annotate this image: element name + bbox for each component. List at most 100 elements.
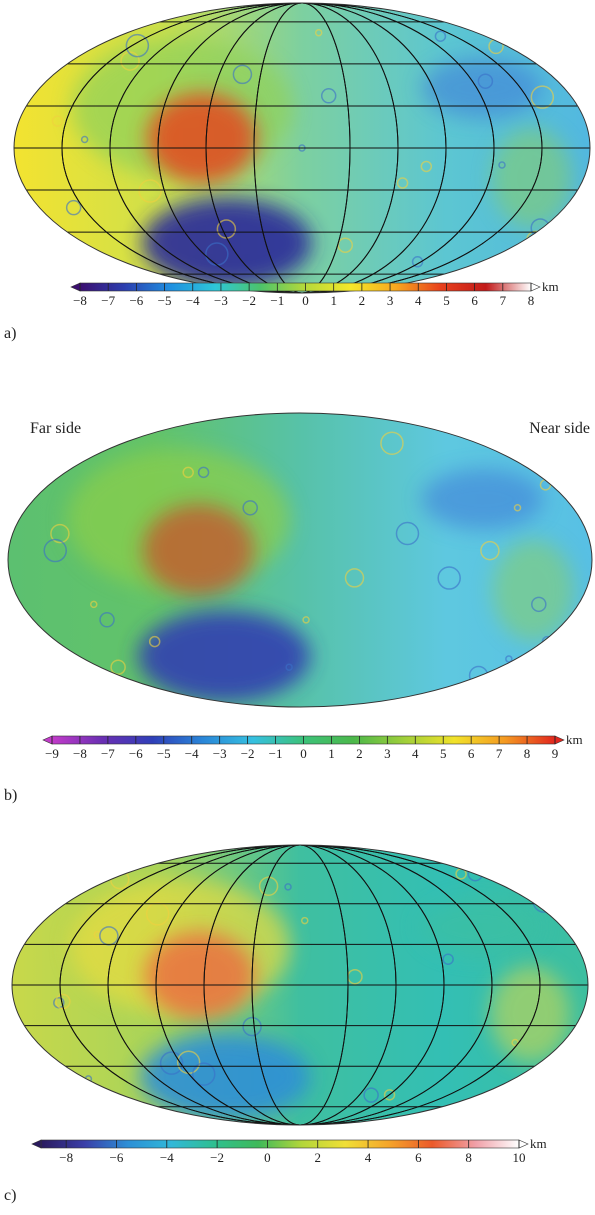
crater xyxy=(525,448,542,465)
colorbar-unit: km xyxy=(530,1136,547,1151)
crater xyxy=(192,1062,216,1086)
moon-map xyxy=(8,413,592,707)
crater xyxy=(511,1038,519,1047)
crater xyxy=(533,27,557,51)
crater xyxy=(159,1051,184,1075)
map-outline xyxy=(7,412,593,708)
tick-label: 2 xyxy=(314,1150,321,1165)
crater xyxy=(99,612,115,628)
crater xyxy=(380,431,404,455)
terrain xyxy=(137,610,311,702)
tick-label: 0 xyxy=(300,746,307,761)
crater xyxy=(125,33,150,58)
terrain xyxy=(490,965,570,1063)
tick-label: −4 xyxy=(185,746,199,761)
crater xyxy=(480,540,500,561)
tick-label: 5 xyxy=(440,746,447,761)
tick-label: −3 xyxy=(213,746,227,761)
tick-label: −7 xyxy=(101,293,115,308)
tick-label: 1 xyxy=(330,293,337,308)
tick-label: −6 xyxy=(129,746,143,761)
crater xyxy=(138,179,162,203)
crater xyxy=(50,523,70,544)
crater xyxy=(300,916,309,925)
tick-label: −8 xyxy=(59,1150,73,1165)
crater xyxy=(110,659,126,675)
crater xyxy=(530,85,555,109)
terrain xyxy=(420,898,540,957)
tick-label: 8 xyxy=(524,746,531,761)
tick-label: −2 xyxy=(241,746,255,761)
tick-label: 0 xyxy=(302,293,309,308)
crater xyxy=(81,452,89,461)
panel-label: c) xyxy=(4,1187,16,1204)
crater xyxy=(242,500,258,516)
tick-label: 10 xyxy=(513,1150,526,1165)
crater xyxy=(145,902,170,926)
tick-label: −8 xyxy=(73,293,87,308)
crater xyxy=(50,871,63,883)
crater xyxy=(518,1083,527,1091)
side-label: Near side xyxy=(529,420,590,437)
tick-label: 4 xyxy=(415,293,422,308)
tick-label: −5 xyxy=(157,746,171,761)
terrain xyxy=(140,1033,310,1121)
crater xyxy=(258,876,279,896)
tick-label: −6 xyxy=(110,1150,124,1165)
tick-label: 6 xyxy=(415,1150,422,1165)
crater xyxy=(90,600,98,609)
terrain xyxy=(145,931,255,1019)
tick-label: 3 xyxy=(384,746,391,761)
tick-label: −4 xyxy=(186,293,200,308)
tick-label: 2 xyxy=(359,293,366,308)
colorbar-unit: km xyxy=(542,279,559,294)
panel-label: b) xyxy=(4,787,17,804)
tick-label: 5 xyxy=(443,293,450,308)
colorbar-arrow-high xyxy=(518,1139,529,1149)
crater xyxy=(344,568,365,588)
crater xyxy=(420,160,433,173)
colorbar-arrow-low xyxy=(70,282,81,292)
crater xyxy=(285,663,293,671)
tick-label: −9 xyxy=(45,746,59,761)
crater xyxy=(59,1089,76,1105)
tick-label: 4 xyxy=(412,746,419,761)
tick-label: −1 xyxy=(270,293,284,308)
colorbar xyxy=(40,1139,520,1149)
tick-label: 6 xyxy=(471,293,478,308)
tick-label: 8 xyxy=(528,293,535,308)
moon-map xyxy=(14,3,590,293)
panel-label: a) xyxy=(4,325,16,342)
tick-label: 3 xyxy=(387,293,394,308)
crater xyxy=(498,161,506,169)
crater xyxy=(43,538,67,563)
tick-label: 2 xyxy=(356,746,363,761)
colorbar-arrow-high xyxy=(530,282,541,292)
tick-label: −6 xyxy=(129,293,143,308)
crater xyxy=(383,1089,396,1101)
crater xyxy=(437,566,461,590)
tick-label: −8 xyxy=(73,746,87,761)
tick-label: 9 xyxy=(552,746,559,761)
crater xyxy=(532,889,556,913)
terrain xyxy=(142,198,312,288)
crater xyxy=(507,260,515,268)
tick-label: −2 xyxy=(210,1150,224,1165)
crater xyxy=(314,28,323,37)
crater xyxy=(73,258,82,266)
terrain xyxy=(142,504,255,596)
terrain xyxy=(147,93,257,183)
tick-label: −4 xyxy=(160,1150,174,1165)
crater xyxy=(65,199,82,216)
tick-label: 0 xyxy=(264,1150,271,1165)
map-outline xyxy=(13,2,591,294)
crater xyxy=(284,883,292,891)
tick-label: −2 xyxy=(242,293,256,308)
crater xyxy=(337,237,353,253)
crater xyxy=(182,466,194,479)
crater xyxy=(434,30,447,42)
crater xyxy=(51,115,64,127)
tick-label: 6 xyxy=(468,746,475,761)
crater xyxy=(148,635,161,648)
